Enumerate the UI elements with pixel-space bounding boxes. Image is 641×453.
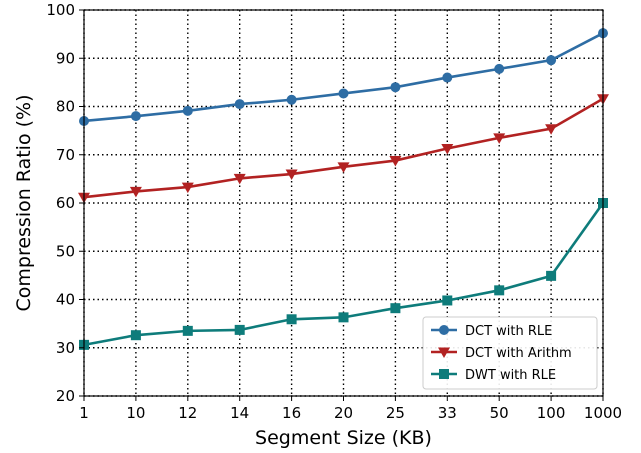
data-point bbox=[182, 325, 193, 336]
data-point bbox=[390, 82, 401, 93]
data-point bbox=[129, 186, 142, 198]
data-point bbox=[442, 72, 453, 83]
data-point bbox=[546, 55, 557, 66]
data-point bbox=[390, 303, 401, 314]
x-tick-label: 1000 bbox=[584, 404, 622, 422]
data-point bbox=[337, 162, 350, 173]
data-point bbox=[545, 124, 558, 135]
x-tick-label: 33 bbox=[438, 404, 457, 422]
data-point bbox=[494, 285, 505, 296]
legend-label: DCT with Arithm bbox=[465, 346, 572, 361]
legend-marker bbox=[439, 369, 449, 379]
data-point bbox=[338, 312, 349, 323]
legend-marker bbox=[438, 347, 450, 358]
data-point bbox=[493, 133, 506, 144]
y-tick-label: 60 bbox=[56, 194, 75, 212]
y-tick-label: 20 bbox=[56, 387, 75, 405]
data-point bbox=[285, 169, 298, 181]
data-point bbox=[442, 295, 453, 306]
x-tick-label: 10 bbox=[126, 404, 145, 422]
x-tick-label: 25 bbox=[386, 404, 405, 422]
data-point bbox=[494, 63, 505, 74]
legend-box bbox=[422, 316, 598, 390]
data-point bbox=[546, 270, 557, 281]
ticks: 1 10 12 14 16 20 25 33 50 100 1000 20 30 40 50 60 70 80 90… bbox=[46, 1, 622, 422]
series-dct-with-rle bbox=[79, 28, 608, 126]
data-point bbox=[338, 88, 349, 99]
data-point bbox=[181, 182, 194, 194]
data-point bbox=[233, 173, 246, 185]
data-point bbox=[130, 330, 141, 341]
data-point bbox=[286, 314, 297, 325]
y-tick-label: 100 bbox=[46, 1, 75, 19]
y-tick-label: 80 bbox=[56, 98, 75, 116]
data-point bbox=[234, 99, 245, 110]
y-tick-label: 50 bbox=[56, 242, 75, 260]
x-tick-label: 100 bbox=[537, 404, 566, 422]
data-point bbox=[389, 156, 402, 167]
x-tick-label: 50 bbox=[490, 404, 509, 422]
y-tick-label: 30 bbox=[56, 339, 75, 357]
data-point bbox=[286, 94, 297, 105]
series-layer bbox=[78, 28, 609, 350]
y-tick-label: 70 bbox=[56, 146, 75, 164]
legend-label: DWT with RLE bbox=[465, 368, 556, 383]
legend: DCT with RLE DCT with Arithm DWT with RLE bbox=[422, 316, 598, 390]
x-tick-label: 14 bbox=[230, 404, 249, 422]
y-axis-label: Compression Ratio (%) bbox=[13, 94, 35, 311]
legend-label: DCT with RLE bbox=[465, 324, 552, 339]
data-point bbox=[130, 111, 141, 122]
x-axis-label: Segment Size (KB) bbox=[255, 427, 432, 449]
data-point bbox=[182, 105, 193, 116]
y-tick-label: 90 bbox=[56, 49, 75, 67]
x-tick-label: 16 bbox=[282, 404, 301, 422]
x-tick-label: 20 bbox=[334, 404, 353, 422]
data-point bbox=[234, 324, 245, 335]
legend-marker bbox=[439, 325, 449, 335]
y-tick-label: 40 bbox=[56, 291, 75, 309]
data-point bbox=[441, 143, 454, 155]
x-tick-label: 12 bbox=[178, 404, 197, 422]
x-tick-label: 1 bbox=[79, 404, 89, 422]
